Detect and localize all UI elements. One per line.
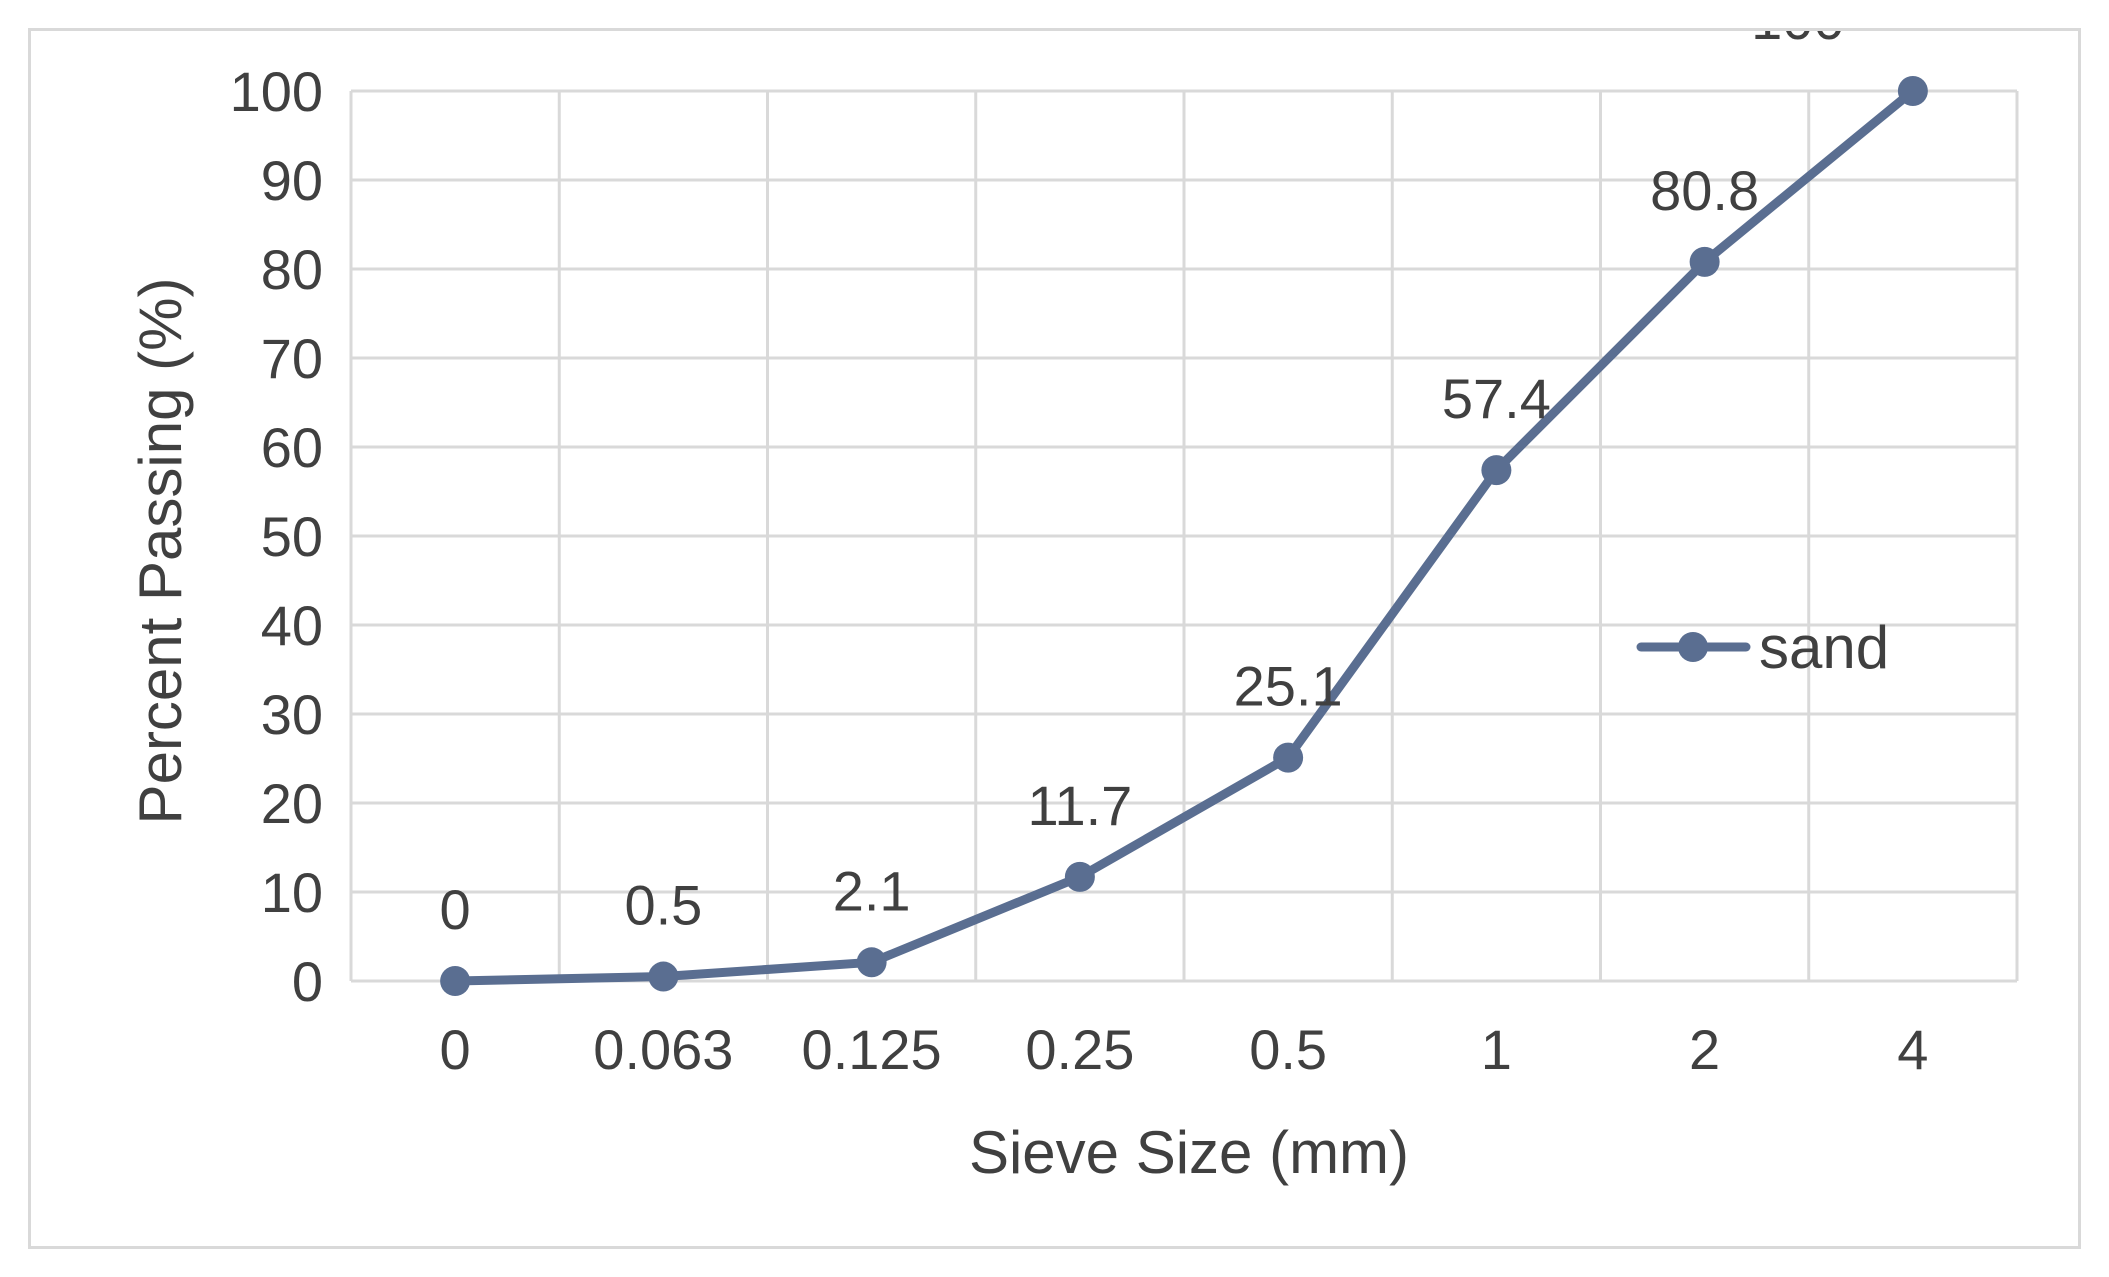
y-tick-label-90: 90 — [261, 149, 323, 212]
x-tick-label-2: 2 — [1689, 1018, 1720, 1081]
legend-marker-sand — [1678, 632, 1708, 662]
series-line-sand — [450, 86, 1918, 986]
x-tick-label-4: 4 — [1897, 1018, 1928, 1081]
data-label-0.063: 0.5 — [624, 874, 702, 937]
y-tick-label-20: 20 — [261, 772, 323, 835]
legend-label-sand: sand — [1759, 614, 1889, 681]
data-point-0.063 — [648, 961, 679, 992]
x-tick-label-0: 0 — [440, 1018, 471, 1081]
legend: sand — [1636, 614, 1889, 681]
x-tick-label-0.25: 0.25 — [1025, 1018, 1134, 1081]
data-point-0 — [440, 966, 471, 996]
gridlines — [349, 89, 2019, 983]
y-tick-label-10: 10 — [261, 861, 323, 924]
series-layer — [440, 76, 1928, 996]
y-tick-label-40: 40 — [261, 594, 323, 657]
y-tick-label-50: 50 — [261, 505, 323, 568]
data-label-0.125: 2.1 — [833, 859, 911, 922]
y-axis-title: Percent Passing (%) — [127, 278, 194, 825]
data-point-0.125 — [856, 947, 887, 978]
data-point-1 — [1481, 455, 1512, 486]
y-tick-label-60: 60 — [261, 416, 323, 479]
data-label-0.5: 25.1 — [1234, 655, 1343, 718]
data-labels: 0 0.5 2.1 11.7 25.1 57.4 80.8 100 — [440, 31, 1845, 941]
x-tick-label-1: 1 — [1481, 1018, 1512, 1081]
y-tick-label-100: 100 — [230, 60, 323, 123]
x-tick-label-0.063: 0.063 — [593, 1018, 733, 1081]
data-point-0.25 — [1064, 861, 1095, 892]
data-label-2: 80.8 — [1650, 159, 1759, 222]
y-tick-label-70: 70 — [261, 327, 323, 390]
x-tick-label-0.125: 0.125 — [802, 1018, 942, 1081]
data-point-0.5 — [1273, 742, 1304, 773]
data-label-1: 57.4 — [1442, 367, 1551, 430]
x-tick-label-0.5: 0.5 — [1249, 1018, 1327, 1081]
x-axis-title: Sieve Size (mm) — [969, 1119, 1409, 1186]
y-axis-tick-labels: 0 10 20 30 40 50 60 70 80 90 100 — [230, 60, 323, 1013]
x-axis-tick-labels: 0 0.063 0.125 0.25 0.5 1 2 4 — [440, 1018, 1929, 1081]
data-label-0: 0 — [440, 878, 471, 941]
y-tick-label-30: 30 — [261, 683, 323, 746]
y-tick-label-80: 80 — [261, 238, 323, 301]
chart-frame: 0 10 20 30 40 50 60 70 80 90 100 0 0.063 0.125 0.25 0.… — [28, 28, 2081, 1249]
data-point-2 — [1689, 246, 1720, 277]
y-tick-label-0: 0 — [292, 950, 323, 1013]
data-label-4: 100 — [1751, 31, 1844, 51]
data-label-0.25: 11.7 — [1027, 774, 1132, 837]
data-point-4 — [1897, 76, 1928, 106]
